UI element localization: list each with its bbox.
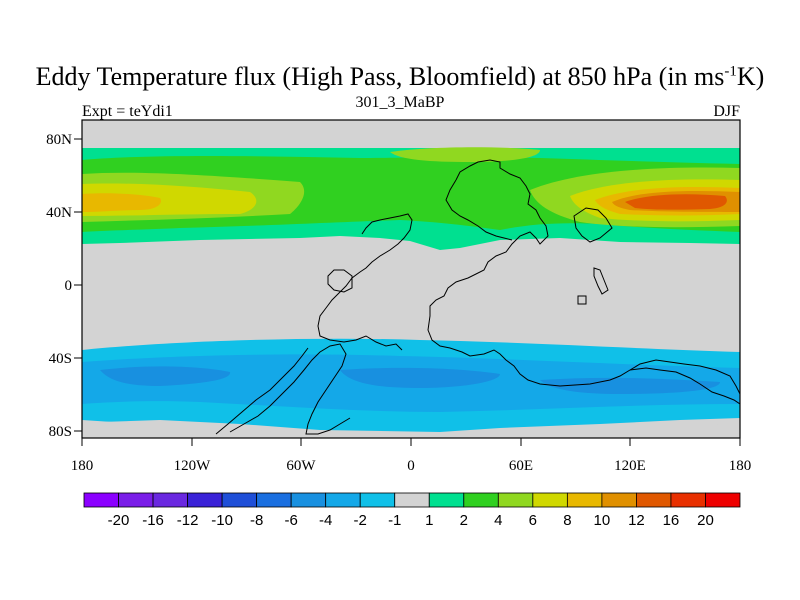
y-tick-40n: 40N: [46, 205, 72, 221]
colorbar-label: 4: [494, 512, 502, 529]
colorbar-label: -16: [142, 512, 164, 529]
colorbar-label: 20: [697, 512, 714, 529]
colorbar-label: 2: [460, 512, 468, 529]
south-america-outline: [229, 343, 351, 435]
run-label: 301_3_MaBP: [355, 94, 445, 111]
x-tick-120w: 120W: [174, 458, 212, 474]
season-label: DJF: [713, 103, 740, 120]
nh-arctic-4-6: [390, 147, 540, 162]
tick-marks: [74, 138, 741, 446]
island-outline: [593, 267, 609, 295]
title-sup: -1: [724, 63, 737, 80]
colorbar: -20 -16 -12 -10 -8 -6 -4 -2 -1 1 2 4 6 8 10 12 16 20: [83, 492, 741, 529]
coastlines: [215, 159, 740, 435]
colorbar-label: 10: [594, 512, 611, 529]
australia-outline: [629, 367, 740, 405]
colorbar-label: -10: [211, 512, 233, 529]
colorbar-swatch: [428, 492, 465, 508]
x-tick-120e: 120E: [614, 458, 646, 474]
x-tick-60e: 60E: [509, 458, 533, 474]
colorbar-swatch: [463, 492, 499, 508]
colorbar-swatch: [636, 492, 672, 508]
antarctic-neutral: [82, 420, 740, 438]
colorbar-label: -6: [284, 512, 297, 529]
colorbar-swatch: [221, 492, 258, 508]
x-tick-0: 0: [407, 458, 415, 474]
sh-pacific-minus-4-6: [100, 366, 231, 386]
colorbar-swatch: [566, 492, 603, 508]
colorbar-label: -1: [388, 512, 401, 529]
colorbar-label: 6: [529, 512, 537, 529]
small-island-outline: [577, 295, 587, 305]
x-tick-60w: 60W: [286, 458, 316, 474]
colorbar-swatch: [325, 492, 361, 508]
title-main: Eddy Temperature flux (High Pass, Bloomf…: [35, 62, 725, 91]
colorbar-label: -8: [250, 512, 263, 529]
y-tick-80n: 80N: [46, 132, 72, 148]
colorbar-label: -4: [319, 512, 332, 529]
colorbar-label: 16: [663, 512, 680, 529]
colorbar-swatch: [187, 492, 223, 508]
nh-pacific-8-10: [82, 193, 162, 212]
japan-outline: [573, 207, 613, 243]
colorbar-swatch: [532, 492, 568, 508]
contour-field: [82, 120, 740, 438]
colorbar-swatch: [497, 492, 534, 508]
x-axis-labels: 180 120W 60W 0 60E 120E 180: [71, 458, 752, 474]
south-america-west-outline: [215, 347, 309, 435]
colorbar-label: -2: [354, 512, 367, 529]
colorbar-label: -12: [177, 512, 199, 529]
colorbar-swatch: [705, 492, 741, 508]
colorbar-label: 12: [628, 512, 645, 529]
colorbar-label: 8: [563, 512, 571, 529]
y-tick-80s: 80S: [49, 424, 72, 440]
greenland-outline: [327, 269, 353, 293]
y-axis-labels: 80N 40N 0 40S 80S: [46, 132, 72, 440]
colorbar-swatch: [83, 492, 119, 508]
colorbar-swatch: [290, 492, 327, 508]
y-tick-40s: 40S: [49, 351, 72, 367]
sh-indian-minus-4-6: [540, 377, 720, 394]
europe-outline: [445, 179, 513, 241]
colorbar-swatch: [670, 492, 706, 508]
colorbar-swatch: [359, 492, 396, 508]
x-tick-180w: 180: [71, 458, 94, 474]
x-tick-180e: 180: [729, 458, 752, 474]
colorbar-swatch: [152, 492, 188, 508]
chart-title: Eddy Temperature flux (High Pass, Bloomf…: [0, 62, 800, 92]
y-tick-0: 0: [65, 278, 73, 294]
nh-asia-12-16: [625, 194, 727, 210]
title-tail: K): [736, 62, 765, 91]
colorbar-swatch: [118, 492, 154, 508]
colorbar-label: -20: [108, 512, 130, 529]
colorbar-swatch: [256, 492, 292, 508]
experiment-label: Expt = teYdi1: [82, 103, 173, 120]
colorbar-swatch: [601, 492, 637, 508]
colorbar-swatch: [394, 492, 430, 508]
colorbar-label: 1: [425, 512, 433, 529]
sh-atlantic-minus-4-6: [340, 367, 500, 388]
north-america-outline: [317, 213, 413, 351]
eurasia-africa-outline: [427, 159, 740, 395]
